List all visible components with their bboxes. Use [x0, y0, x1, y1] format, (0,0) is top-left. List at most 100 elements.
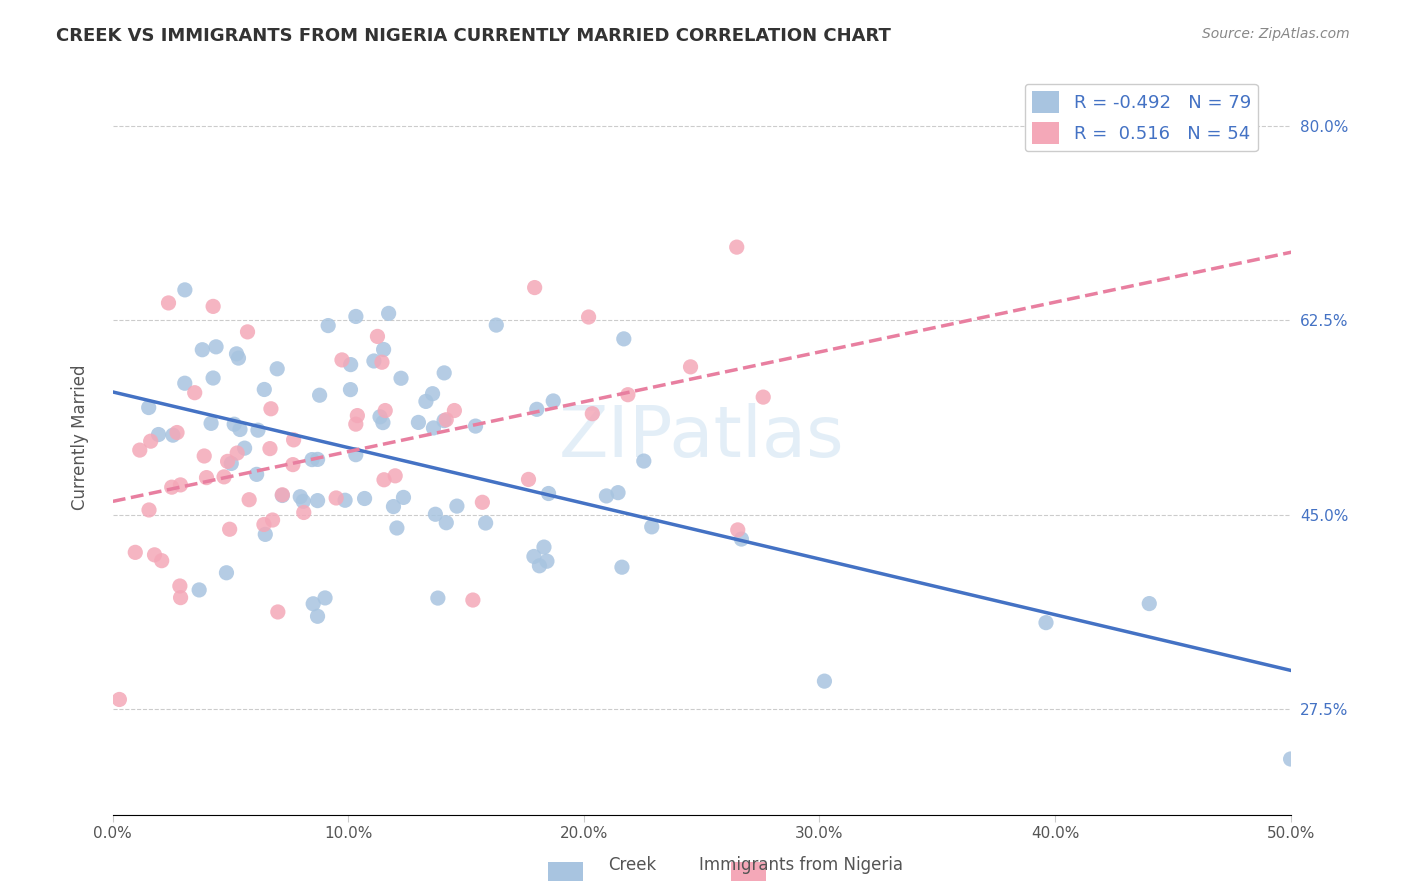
- Point: [138, 503, 160, 517]
- Point: [202, 371, 225, 385]
- Point: [607, 485, 630, 500]
- Point: [633, 454, 655, 468]
- Point: [143, 548, 166, 562]
- Point: [160, 480, 183, 494]
- Point: [217, 454, 239, 468]
- Point: [225, 347, 247, 361]
- Point: [224, 417, 246, 432]
- Point: [1035, 615, 1057, 630]
- Point: [219, 457, 242, 471]
- Point: [333, 493, 356, 508]
- Point: [173, 283, 195, 297]
- Point: [271, 488, 294, 502]
- Point: [259, 442, 281, 456]
- Point: [169, 579, 191, 593]
- Point: [193, 449, 215, 463]
- Point: [346, 409, 368, 423]
- Point: [246, 467, 269, 482]
- Point: [212, 470, 235, 484]
- Point: [433, 414, 456, 428]
- Point: [523, 280, 546, 294]
- Point: [371, 416, 394, 430]
- Point: [434, 413, 457, 427]
- Point: [124, 545, 146, 559]
- Point: [641, 520, 664, 534]
- Point: [422, 421, 444, 435]
- Point: [541, 394, 564, 409]
- Point: [730, 532, 752, 546]
- Point: [339, 383, 361, 397]
- Point: [183, 385, 205, 400]
- Text: CREEK VS IMMIGRANTS FROM NIGERIA CURRENTLY MARRIED CORRELATION CHART: CREEK VS IMMIGRANTS FROM NIGERIA CURRENT…: [56, 27, 891, 45]
- Point: [474, 516, 496, 530]
- Y-axis label: Currently Married: Currently Married: [72, 364, 89, 510]
- Point: [253, 383, 276, 397]
- Point: [485, 318, 508, 332]
- Point: [307, 493, 329, 508]
- Point: [226, 446, 249, 460]
- Point: [679, 359, 702, 374]
- Point: [253, 517, 276, 532]
- Point: [166, 425, 188, 440]
- Point: [228, 351, 250, 365]
- Point: [195, 470, 218, 484]
- Point: [1137, 597, 1160, 611]
- Point: [301, 452, 323, 467]
- Point: [461, 593, 484, 607]
- Point: [377, 306, 399, 320]
- Point: [368, 409, 391, 424]
- Point: [433, 366, 456, 380]
- Point: [725, 240, 748, 254]
- Point: [330, 352, 353, 367]
- Text: Creek: Creek: [609, 855, 657, 873]
- Point: [307, 609, 329, 624]
- Point: [373, 343, 395, 357]
- Point: [373, 473, 395, 487]
- Point: [595, 489, 617, 503]
- Point: [617, 387, 640, 401]
- Point: [238, 492, 260, 507]
- Point: [281, 458, 304, 472]
- Point: [162, 428, 184, 442]
- Point: [344, 310, 367, 324]
- Point: [218, 522, 240, 536]
- Point: [316, 318, 339, 333]
- Point: [200, 417, 222, 431]
- Point: [191, 343, 214, 357]
- Point: [613, 332, 636, 346]
- Point: [425, 508, 447, 522]
- Point: [426, 591, 449, 605]
- Point: [384, 468, 406, 483]
- Point: [139, 434, 162, 449]
- Point: [307, 452, 329, 467]
- Point: [529, 558, 551, 573]
- Point: [267, 605, 290, 619]
- Point: [581, 407, 603, 421]
- Point: [526, 402, 548, 417]
- Point: [290, 490, 312, 504]
- Point: [363, 354, 385, 368]
- Text: Source: ZipAtlas.com: Source: ZipAtlas.com: [1202, 27, 1350, 41]
- Point: [169, 591, 191, 605]
- Point: [610, 560, 633, 574]
- Point: [173, 376, 195, 391]
- Point: [188, 582, 211, 597]
- Point: [205, 340, 228, 354]
- Text: ZIPatlas: ZIPatlas: [560, 402, 845, 472]
- Point: [302, 597, 325, 611]
- Point: [254, 527, 277, 541]
- Point: [229, 422, 252, 436]
- Point: [578, 310, 600, 324]
- Point: [415, 394, 437, 409]
- Point: [443, 403, 465, 417]
- Point: [236, 325, 259, 339]
- Point: [202, 299, 225, 313]
- Point: [169, 478, 191, 492]
- Point: [536, 554, 558, 568]
- Point: [344, 417, 367, 431]
- Point: [464, 419, 486, 434]
- Point: [148, 427, 170, 442]
- Point: [271, 488, 294, 502]
- Point: [325, 491, 347, 505]
- Point: [233, 441, 256, 455]
